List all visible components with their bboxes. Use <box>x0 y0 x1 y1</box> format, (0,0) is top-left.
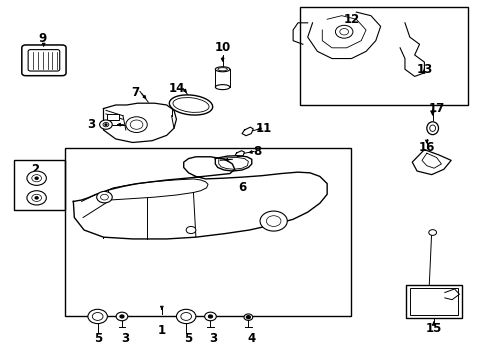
Text: 4: 4 <box>247 333 255 346</box>
Bar <box>64 148 351 316</box>
Circle shape <box>105 124 107 125</box>
Text: 2: 2 <box>31 163 40 176</box>
Text: 8: 8 <box>253 145 261 158</box>
Circle shape <box>208 315 212 318</box>
Bar <box>300 7 467 105</box>
Text: 6: 6 <box>238 181 245 194</box>
Circle shape <box>101 194 108 200</box>
Circle shape <box>125 117 147 132</box>
Circle shape <box>100 120 112 129</box>
Text: 3: 3 <box>121 333 129 346</box>
Circle shape <box>428 230 436 235</box>
Circle shape <box>244 314 252 320</box>
Circle shape <box>92 312 103 320</box>
Text: 17: 17 <box>427 102 444 115</box>
Text: 12: 12 <box>343 13 359 26</box>
Text: 14: 14 <box>168 82 184 95</box>
Text: 15: 15 <box>425 322 442 335</box>
Bar <box>14 160 64 210</box>
Circle shape <box>130 120 142 129</box>
Text: 1: 1 <box>158 324 165 337</box>
Ellipse shape <box>169 95 212 115</box>
Circle shape <box>204 312 216 321</box>
Text: 3: 3 <box>87 118 95 131</box>
Ellipse shape <box>218 68 227 71</box>
Text: 11: 11 <box>255 122 271 135</box>
Circle shape <box>88 309 107 324</box>
Circle shape <box>97 192 112 203</box>
Text: 16: 16 <box>418 141 434 154</box>
Text: 5: 5 <box>94 333 102 346</box>
Ellipse shape <box>173 98 209 112</box>
Bar <box>107 113 119 120</box>
Circle shape <box>27 191 46 205</box>
Circle shape <box>335 25 352 38</box>
Circle shape <box>176 309 196 324</box>
Text: 5: 5 <box>184 333 192 346</box>
Ellipse shape <box>429 125 435 131</box>
Circle shape <box>260 211 287 231</box>
Text: 13: 13 <box>415 63 432 76</box>
Circle shape <box>181 312 191 320</box>
Ellipse shape <box>426 122 438 135</box>
Bar <box>405 285 461 318</box>
Circle shape <box>32 175 41 182</box>
FancyBboxPatch shape <box>22 45 66 76</box>
Circle shape <box>103 122 109 127</box>
Text: 10: 10 <box>214 41 230 54</box>
Circle shape <box>246 316 250 319</box>
Circle shape <box>266 216 281 226</box>
Circle shape <box>27 171 46 185</box>
Circle shape <box>35 197 38 199</box>
Ellipse shape <box>215 85 229 90</box>
Circle shape <box>120 315 123 318</box>
Text: 3: 3 <box>208 333 217 346</box>
Bar <box>409 288 457 315</box>
Circle shape <box>116 312 127 321</box>
Circle shape <box>35 177 38 179</box>
Circle shape <box>186 226 196 234</box>
Circle shape <box>339 28 348 35</box>
Text: 9: 9 <box>39 32 47 45</box>
Circle shape <box>32 194 41 202</box>
Ellipse shape <box>215 67 229 72</box>
Text: 7: 7 <box>131 86 139 99</box>
